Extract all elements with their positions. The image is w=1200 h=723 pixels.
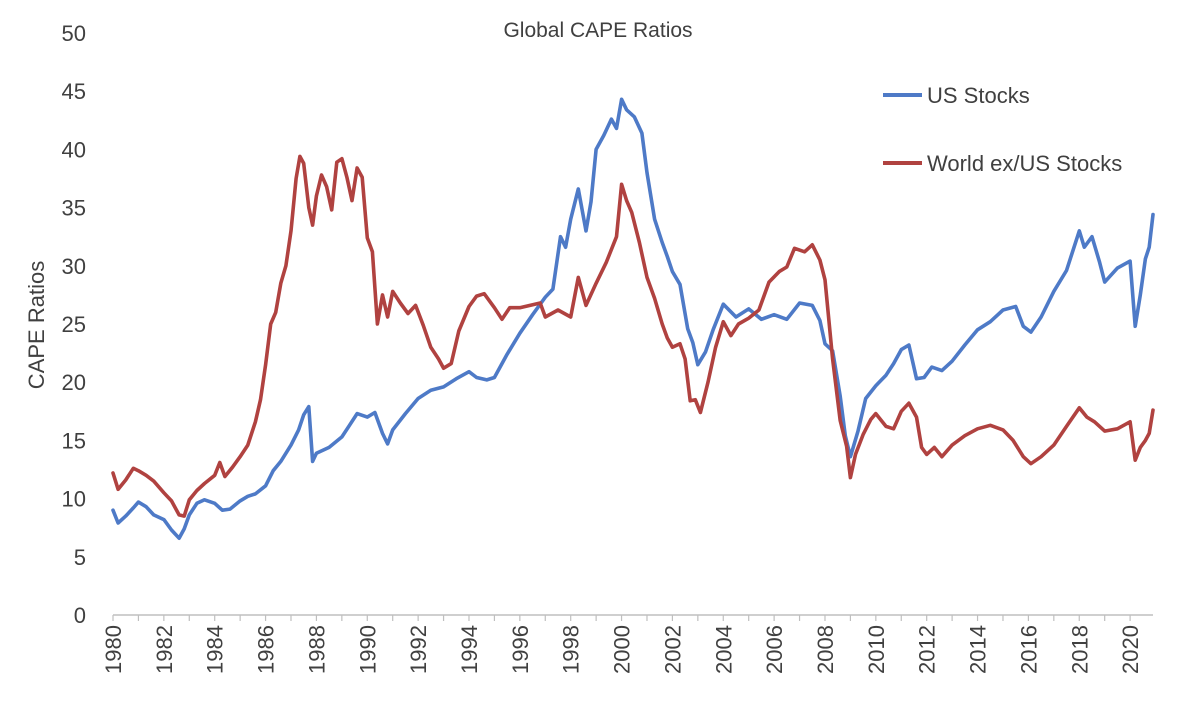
x-tick-label: 2000 — [610, 625, 635, 674]
y-tick-labels: 0 5 10 15 20 25 30 35 40 45 50 — [62, 21, 86, 628]
legend: US Stocks World ex/US Stocks — [883, 83, 1122, 176]
y-tick-label: 40 — [62, 137, 86, 162]
x-tick-label: 1988 — [304, 625, 329, 674]
legend-label: World ex/US Stocks — [927, 151, 1122, 176]
x-tick-label: 1994 — [457, 625, 482, 674]
x-tick-label: 2004 — [711, 625, 736, 674]
series-lines — [111, 97, 1155, 540]
x-tick-label: 2018 — [1067, 625, 1092, 674]
x-tick-label: 2010 — [864, 625, 889, 674]
y-tick-label: 35 — [62, 196, 86, 221]
y-tick-label: 0 — [74, 603, 86, 628]
y-tick-label: 50 — [62, 21, 86, 46]
x-tick-marks — [112, 615, 1131, 621]
series-line-world-ex-us-stocks — [111, 154, 1155, 518]
x-tick-label: 1986 — [254, 625, 279, 674]
y-tick-label: 45 — [62, 79, 86, 104]
x-tick-label: 1998 — [559, 625, 584, 674]
legend-label: US Stocks — [927, 83, 1030, 108]
y-tick-label: 30 — [62, 254, 86, 279]
y-tick-label: 5 — [74, 545, 86, 570]
series-line-us-stocks — [111, 97, 1155, 540]
x-tick-label: 2014 — [966, 625, 991, 674]
x-tick-label: 1990 — [355, 625, 380, 674]
x-tick-label: 2016 — [1016, 625, 1041, 674]
x-tick-label: 1982 — [152, 625, 177, 674]
x-tick-label: 2002 — [660, 625, 685, 674]
y-tick-label: 20 — [62, 370, 86, 395]
x-tick-label: 1984 — [203, 625, 228, 674]
y-tick-label: 15 — [62, 428, 86, 453]
x-tick-label: 2012 — [915, 625, 940, 674]
x-tick-label: 1992 — [406, 625, 431, 674]
x-tick-labels: 1980 1982 1984 1986 1988 1990 1992 1994 1996 1998… — [101, 625, 1143, 674]
x-tick-label: 1980 — [101, 625, 126, 674]
x-tick-label: 1996 — [508, 625, 533, 674]
y-tick-label: 25 — [62, 312, 86, 337]
x-tick-label: 2020 — [1118, 625, 1143, 674]
y-tick-label: 10 — [62, 487, 86, 512]
y-axis-title: CAPE Ratios — [24, 261, 49, 389]
chart-title: Global CAPE Ratios — [503, 19, 692, 42]
x-tick-label: 2006 — [762, 625, 787, 674]
x-tick-label: 2008 — [813, 625, 838, 674]
